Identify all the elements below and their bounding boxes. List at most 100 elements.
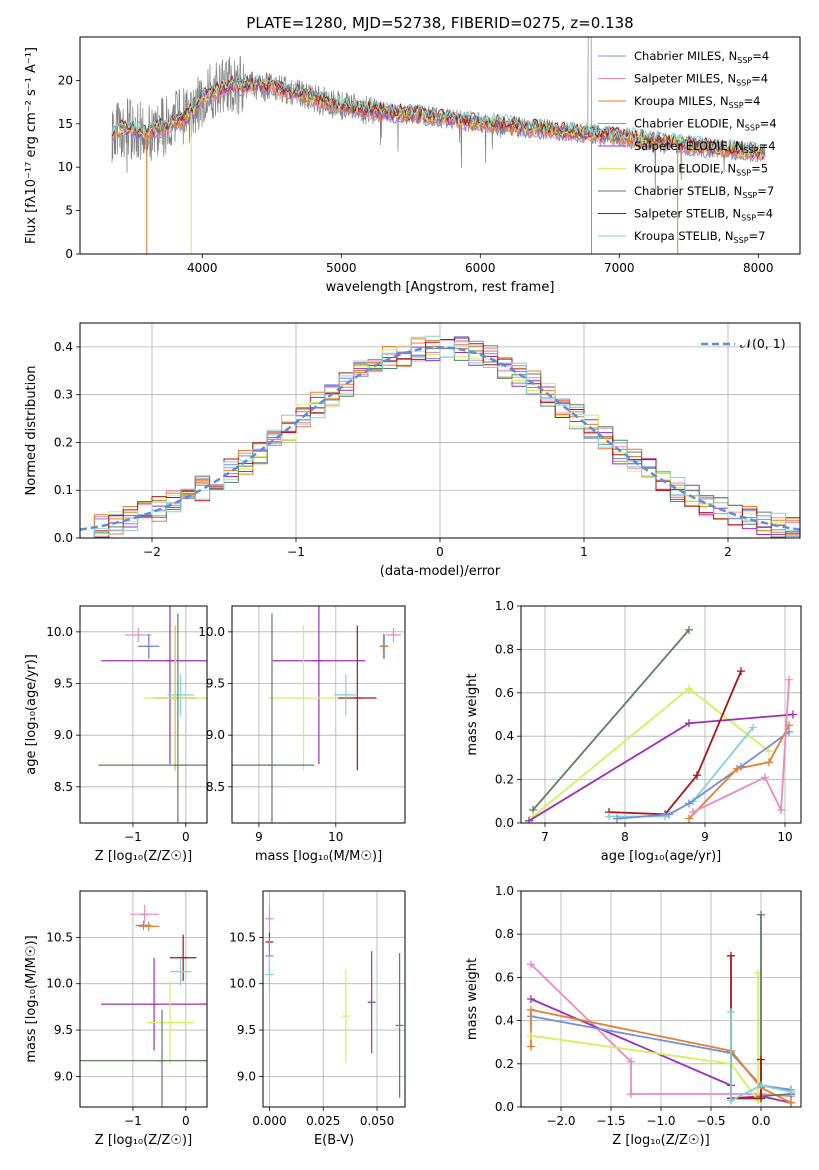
series-line-4: [530, 973, 759, 1104]
chart-residuals: −2 −1 0 1 2 0.0 0.1 0.2 0.3 0.4 (data-model)/error…: [24, 322, 801, 579]
series-marker-6: [757, 1094, 765, 1103]
series-marker-4: [749, 723, 757, 732]
legend-subscript: SSP: [736, 169, 751, 178]
x-axis-label: mass [log₁₀(M/M☉)]: [255, 849, 382, 864]
y-tick-label: 10.0: [229, 977, 256, 991]
series-line-7: [730, 1012, 792, 1102]
series-line-5: [616, 731, 790, 820]
x-axis-label: wavelength [Angstrom, rest frame]: [326, 280, 555, 295]
y-tick-label: 15: [58, 117, 73, 131]
x-axis-label: Z [log₁₀(Z/Z☉)]: [95, 849, 192, 864]
y-tick-label: 0.8: [495, 927, 514, 941]
y-tick-label: 0.4: [495, 1014, 514, 1028]
series-marker-7: [787, 1087, 795, 1096]
y-tick-label: 0.6: [495, 686, 514, 700]
legend-nssp: =4: [751, 72, 768, 86]
y-tick-label: 9.5: [237, 1023, 256, 1037]
series-marker-1: [685, 684, 693, 693]
legend-subscript: SSP: [734, 236, 749, 245]
legend-nssp: =4: [752, 49, 769, 63]
x-axis-label: Z [log₁₀(Z/Z☉)]: [95, 1133, 192, 1148]
series-marker-4: [527, 1031, 535, 1040]
legend-label-4: Salpeter ELODIE, NSSP=4: [634, 139, 776, 155]
figure-title: PLATE=1280, MJD=52738, FIBERID=0275, z=0…: [246, 14, 633, 32]
y-tick-label: 0.0: [495, 1100, 514, 1114]
model-line-8: [111, 73, 765, 155]
y-tick-label: 0: [65, 247, 73, 261]
y-tick-label: 9.0: [206, 728, 225, 742]
y-tick-label: 20: [58, 73, 73, 87]
legend-gaussian-label: 𝒩(0, 1): [740, 336, 786, 351]
plot-area-age-vs-Z: [98, 606, 207, 823]
series-marker-5: [685, 799, 693, 808]
plot-area-mass-vs-EBV: [265, 904, 404, 1098]
y-axis-label: Normed distribution: [24, 366, 39, 496]
legend-label-6: Chabrier STELIB, NSSP=7: [634, 184, 774, 200]
series-marker-7: [761, 773, 769, 782]
y-axis-label: age [log₁₀(age/yr)]: [24, 654, 39, 775]
x-tick-label: −2: [143, 545, 161, 559]
series-line-4: [609, 726, 754, 818]
axes-frame: [520, 605, 802, 824]
series-marker-5: [665, 810, 673, 819]
axes-frame: [79, 890, 208, 1108]
y-tick-label: 10.0: [46, 977, 73, 991]
x-tick-label: 0.0: [751, 1114, 770, 1128]
series-marker-3: [737, 667, 745, 676]
legend-label-2: Kroupa MILES, NSSP=4: [634, 94, 760, 110]
x-tick-label: 10: [777, 830, 792, 844]
legend-subscript: SSP: [741, 214, 756, 223]
x-tick-label: 5000: [326, 261, 357, 275]
series-marker-3: [693, 771, 701, 780]
x-tick-label: 7: [541, 830, 549, 844]
series-marker-7: [777, 805, 785, 814]
legend-nssp: =4: [759, 139, 776, 153]
x-tick-label: 9: [255, 830, 263, 844]
series-marker-5: [757, 910, 765, 919]
series-marker-6: [757, 1055, 765, 1064]
chart-weight-vs-age: 7 8 9 10 0.0 0.2 0.4 0.6 0.8 1.0 age [log₁₀(age/yr…: [465, 599, 802, 864]
model-line-4: [111, 78, 765, 161]
series-line-7: [692, 679, 790, 814]
legend-nssp: =5: [751, 162, 768, 176]
legend-label-1: Salpeter MILES, NSSP=4: [634, 72, 768, 88]
y-axis-label: mass weight: [465, 958, 480, 1040]
y-tick-label: 0.3: [54, 388, 73, 402]
x-tick-label: −1: [124, 1114, 142, 1128]
legend-subscript: SSP: [744, 146, 759, 155]
series-marker-0: [627, 1090, 635, 1099]
y-tick-label: 0.2: [495, 1057, 514, 1071]
series-marker-1: [527, 995, 535, 1003]
series-marker-7: [785, 675, 793, 684]
series-marker-7: [727, 1096, 735, 1105]
legend-label-3: Chabrier ELODIE, NSSP=4: [634, 117, 777, 133]
axes-frame: [231, 605, 406, 824]
legend-label-8: Kroupa STELIB, NSSP=7: [634, 229, 765, 245]
legend-label-0: Chabrier MILES, NSSP=4: [634, 49, 769, 65]
series-line-0: [532, 629, 690, 811]
x-tick-label: −0.5: [696, 1114, 725, 1128]
axes-frame: [262, 890, 406, 1108]
legend-nssp: =4: [756, 207, 773, 221]
y-tick-label: 9.5: [206, 677, 225, 691]
x-tick-label: 8: [621, 830, 629, 844]
x-tick-label: 0.050: [360, 1114, 394, 1128]
y-tick-label: 0.4: [54, 340, 73, 354]
x-tick-label: 0: [182, 830, 190, 844]
x-tick-label: 10: [328, 830, 343, 844]
x-tick-label: 2: [724, 545, 732, 559]
legend-label-5: Kroupa ELODIE, NSSP=5: [634, 162, 768, 178]
series-marker-6: [727, 951, 735, 960]
series-marker-6: [765, 758, 773, 767]
y-tick-label: 8.5: [206, 780, 225, 794]
x-tick-label: −2.0: [546, 1114, 575, 1128]
y-tick-label: 0.2: [495, 773, 514, 787]
legend-nssp: =4: [760, 117, 777, 131]
series-marker-7: [727, 1007, 735, 1016]
y-tick-label: 10.0: [46, 625, 73, 639]
model-line-7: [111, 74, 765, 155]
x-tick-label: 9: [701, 830, 709, 844]
y-tick-label: 1.0: [495, 884, 514, 898]
x-axis-label: age [log₁₀(age/yr)]: [601, 849, 722, 864]
